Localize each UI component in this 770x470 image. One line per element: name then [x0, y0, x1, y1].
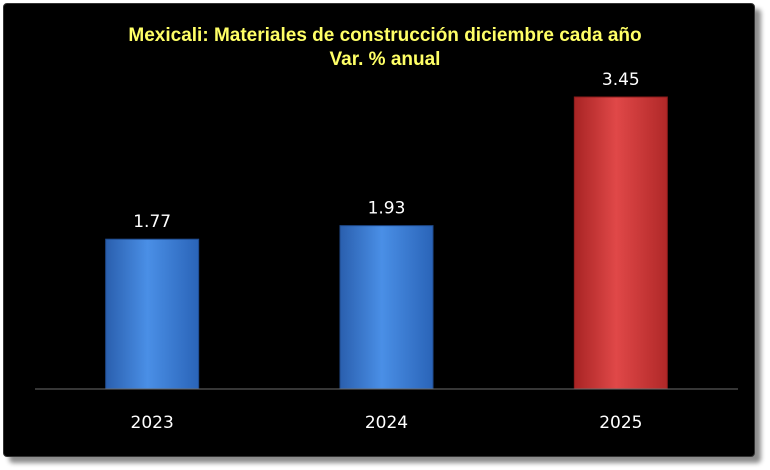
bar-2024 [339, 225, 434, 390]
data-label-2025: 3.45 [602, 70, 640, 90]
bars-layer [105, 96, 668, 390]
x-tick-label-2025: 2025 [599, 413, 642, 433]
data-label-2024: 1.93 [368, 199, 406, 219]
x-tick-label-2023: 2023 [131, 413, 174, 433]
x-tick-label-2024: 2024 [365, 413, 408, 433]
bar-2023 [105, 238, 200, 390]
labels-layer: 1.77 2023 1.93 2024 3.45 2025 [131, 70, 643, 433]
bar-2025 [573, 96, 668, 390]
data-label-2023: 1.77 [133, 212, 171, 232]
chart-subtitle: Var. % anual [329, 49, 441, 70]
chart-title: Mexicali: Materiales de construcción dic… [128, 25, 642, 46]
